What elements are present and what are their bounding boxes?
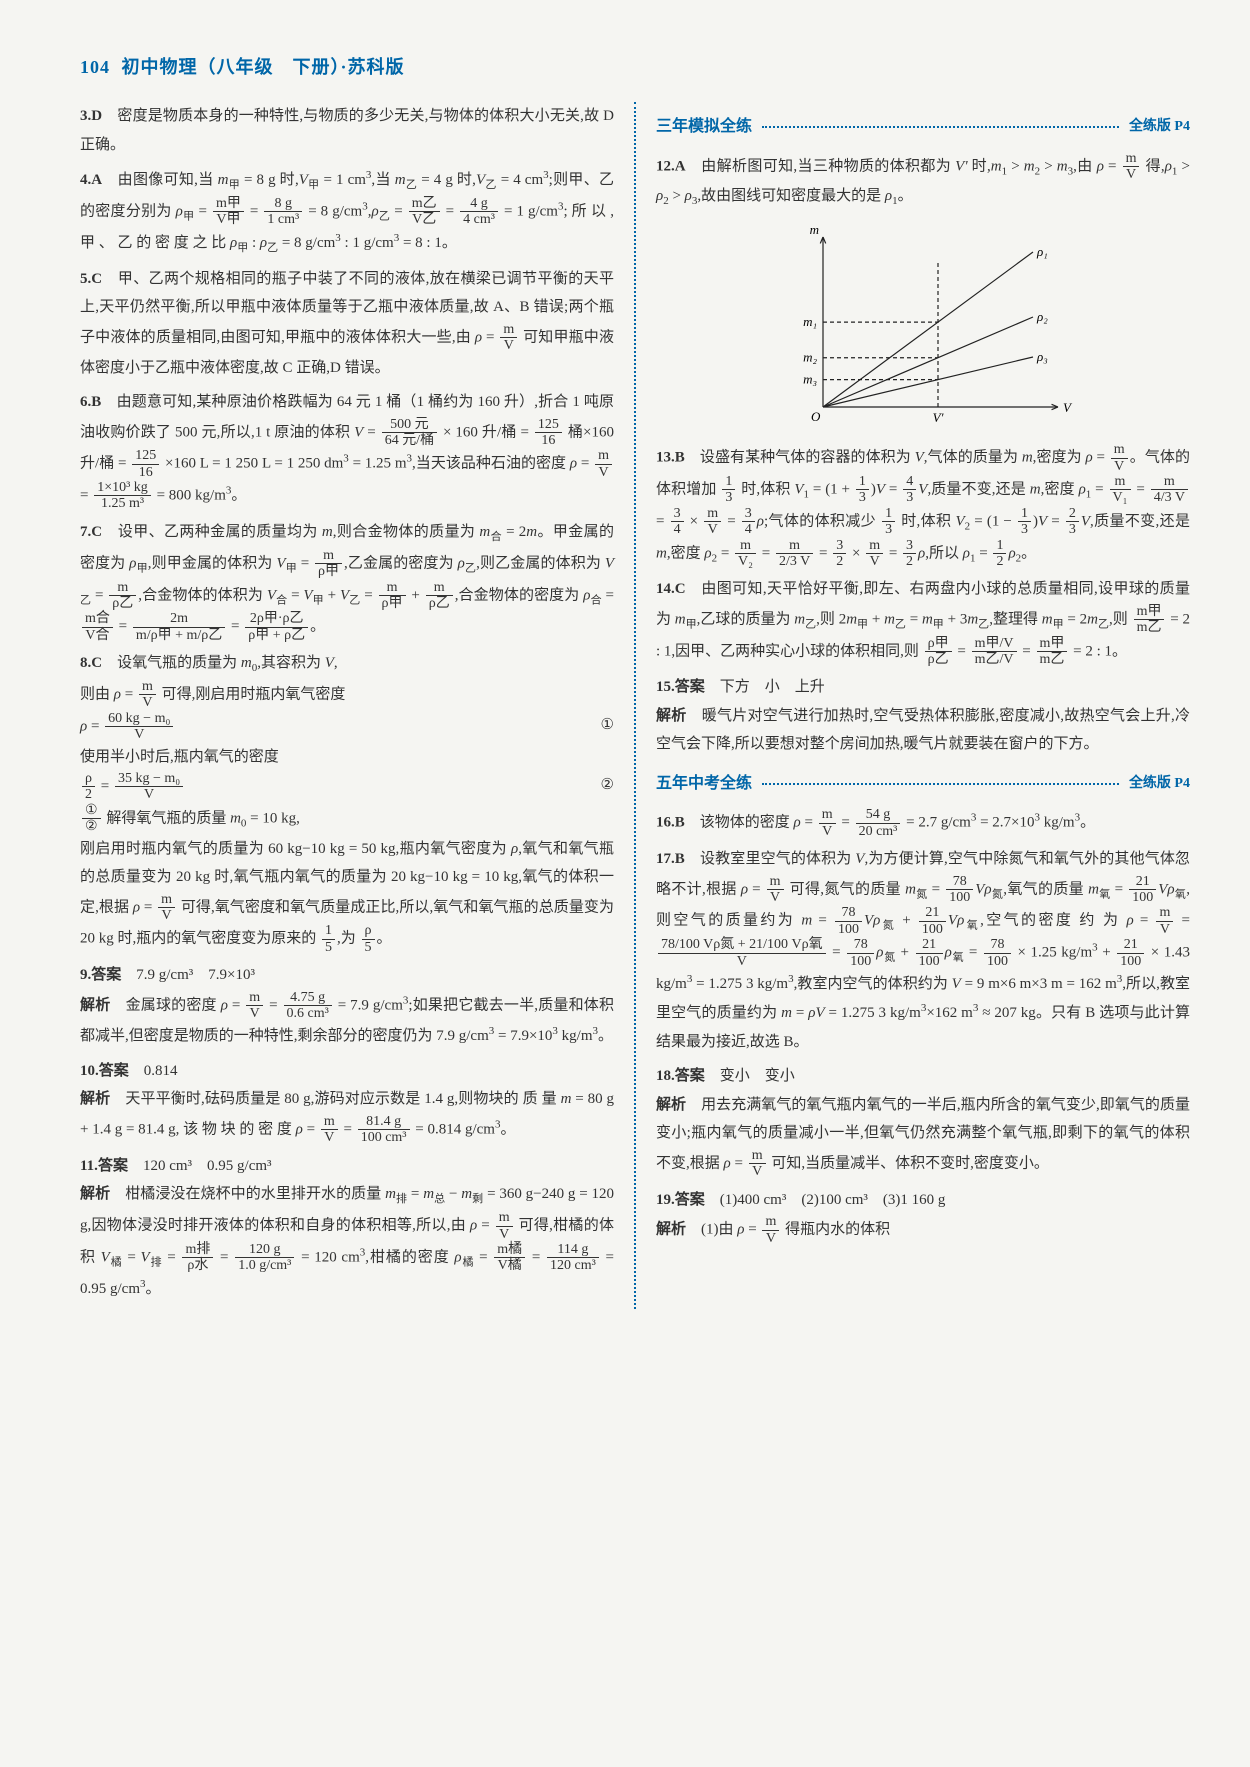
q13: 13.B 设盛有某种气体的容器的体积为 V,气体的质量为 m,密度为 ρ = m…	[656, 442, 1190, 569]
section-pageref-2: 全练版 P4	[1129, 771, 1190, 798]
page-header: 104 初中物理（八年级 下册）·苏科版	[80, 50, 1190, 84]
svg-text:ρ₁: ρ₁	[1036, 244, 1048, 259]
q10: 10.答案 0.814 解析 天平平衡时,砝码质量是 80 g,游码对应示数是 …	[80, 1057, 614, 1146]
page-title: 初中物理（八年级 下册）·苏科版	[122, 57, 405, 77]
section-title-2: 五年中考全练	[656, 769, 752, 799]
left-column: 3.D 密度是物质本身的一种特性,与物质的多少无关,与物体的体积大小无关,故 D…	[80, 102, 626, 1309]
q4: 4.A 由图像可知,当 m甲 = 8 g 时,V甲 = 1 cm3,当 m乙 =…	[80, 165, 614, 259]
svg-text:V: V	[1063, 400, 1073, 415]
q7: 7.C 设甲、乙两种金属的质量均为 m,则合金物体的质量为 m合 = 2m。甲金…	[80, 518, 614, 643]
svg-text:m₁: m₁	[803, 314, 817, 329]
q9: 9.答案 7.9 g/cm³ 7.9×10³ 解析 金属球的密度 ρ = mV …	[80, 961, 614, 1051]
two-column-layout: 3.D 密度是物质本身的一种特性,与物质的多少无关,与物体的体积大小无关,故 D…	[80, 102, 1190, 1309]
eq-marker-1: ①	[601, 711, 614, 740]
q5: 5.C 甲、乙两个规格相同的瓶子中装了不同的液体,放在横梁已调节平衡的天平上,天…	[80, 265, 614, 382]
section-pageref-1: 全练版 P4	[1129, 114, 1190, 141]
section-header-2: 五年中考全练 全练版 P4	[656, 769, 1190, 799]
q15: 15.答案 下方 小 上升 解析 暖气片对空气进行加热时,空气受热体积膨胀,密度…	[656, 673, 1190, 759]
q18: 18.答案 变小 变小 解析 用去充满氧气的氧气瓶内氧气的一半后,瓶内所含的氧气…	[656, 1062, 1190, 1179]
q5-num: 5.C	[80, 271, 102, 287]
q3-num: 3.D	[80, 108, 102, 124]
q17: 17.B 设教室里空气的体积为 V,为方便计算,空气中除氮气和氧气外的其他气体忽…	[656, 845, 1190, 1056]
q12: 12.A 由解析图可知,当三种物质的体积都为 V' 时,m1 > m2 > m3…	[656, 151, 1190, 213]
q8-num: 8.C	[80, 655, 102, 671]
section-header-1: 三年模拟全练 全练版 P4	[656, 112, 1190, 142]
q16: 16.B 该物体的密度 ρ = mV = 54 g20 cm³ = 2.7 g/…	[656, 807, 1190, 839]
svg-text:m: m	[810, 222, 819, 237]
section-title-1: 三年模拟全练	[656, 112, 752, 142]
right-column: 三年模拟全练 全练版 P4 12.A 由解析图可知,当三种物质的体积都为 V' …	[644, 102, 1190, 1309]
q14: 14.C 由图可知,天平恰好平衡,即左、右两盘内小球的总质量相同,设甲球的质量为…	[656, 575, 1190, 667]
q19: 19.答案 (1)400 cm³ (2)100 cm³ (3)1 160 g 解…	[656, 1186, 1190, 1246]
svg-text:ρ₃: ρ₃	[1036, 349, 1048, 364]
q3-text: 密度是物质本身的一种特性,与物质的多少无关,与物体的体积大小无关,故 D 正确。	[80, 108, 614, 153]
q4-num: 4.A	[80, 172, 102, 188]
dots-icon	[762, 126, 1119, 128]
svg-text:V': V'	[933, 410, 944, 425]
q3: 3.D 密度是物质本身的一种特性,与物质的多少无关,与物体的体积大小无关,故 D…	[80, 102, 614, 159]
q11: 11.答案 120 cm³ 0.95 g/cm³ 解析 柑橘浸没在烧杯中的水里排…	[80, 1152, 614, 1303]
q7-num: 7.C	[80, 524, 102, 540]
svg-text:ρ₂: ρ₂	[1036, 309, 1048, 324]
column-divider	[634, 102, 636, 1309]
q6: 6.B 由题意可知,某种原油价格跌幅为 64 元 1 桶（1 桶约为 160 升…	[80, 388, 614, 512]
q6-num: 6.B	[80, 394, 101, 410]
svg-text:O: O	[811, 409, 821, 424]
q8: 8.C 设氧气瓶的质量为 m0,其容积为 V, 则由 ρ = mV 可得,刚启用…	[80, 649, 614, 955]
svg-text:m₂: m₂	[803, 350, 817, 365]
svg-text:m₃: m₃	[803, 372, 817, 387]
density-graph: O Vm ρ₁ ρ₂ ρ₃ V' m₁ m₂ m₃	[773, 222, 1073, 432]
page-number: 104	[80, 57, 110, 77]
eq-marker-2: ②	[601, 771, 614, 800]
dots-icon	[762, 783, 1119, 785]
